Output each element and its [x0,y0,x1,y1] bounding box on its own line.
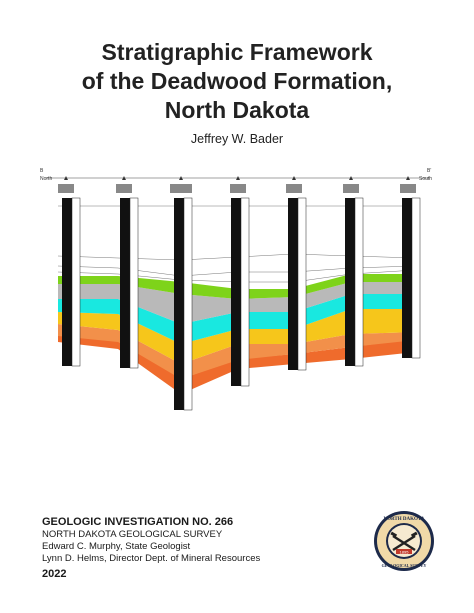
director-line: Lynn D. Helms, Director Dept. of Mineral… [42,553,261,564]
well-headers [58,184,416,193]
title-line-3: North Dakota [164,97,310,123]
publication-year: 2022 [42,568,67,580]
title-line-1: Stratigraphic Framework [101,39,373,65]
layer-green [58,274,416,299]
section-label-right: B' [427,168,431,174]
publication-info: GEOLOGIC INVESTIGATION NO. 266 NORTH DAK… [42,515,342,580]
survey-name: NORTH DAKOTA GEOLOGICAL SURVEY [42,529,223,540]
survey-seal-logo: 1895 NORTH DAKOTA GEOLOGICAL SURVEY [374,511,434,571]
section-label-left: B [40,168,44,174]
well-markers [64,176,410,180]
state-geologist: Edward C. Murphy, State Geologist [42,541,191,552]
title-line-2: of the Deadwood Formation, [81,68,393,94]
seal-founded-year: 1895 [400,550,410,555]
well-logs [62,197,421,411]
seal-bottom-text: GEOLOGICAL SURVEY [382,563,427,568]
investigation-number: GEOLOGIC INVESTIGATION NO. 266 [42,516,234,528]
section-dir-right: South [419,176,432,182]
cross-section-figure: B North B' South [40,168,432,411]
seal-top-text: NORTH DAKOTA [384,517,425,522]
page-title: Stratigraphic Framework of the Deadwood … [0,38,474,125]
author-name: Jeffrey W. Bader [190,132,284,146]
section-dir-left: North [40,176,52,182]
